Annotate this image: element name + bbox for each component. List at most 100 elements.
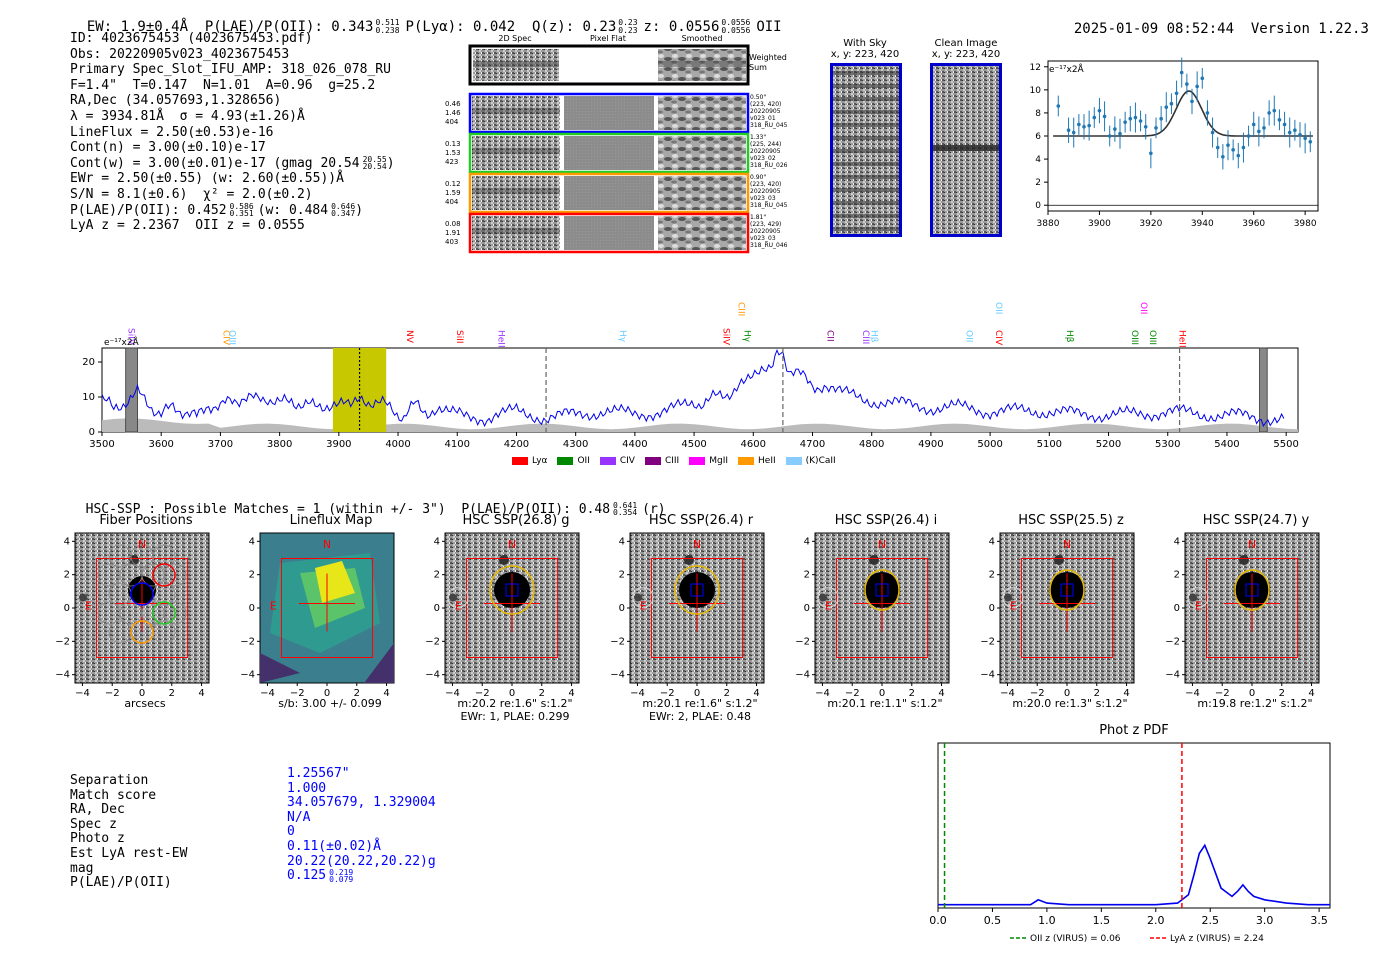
neighbor-aperture (447, 587, 469, 608)
hsc-xtick-label: 4 (383, 688, 389, 699)
hsc-panel-image: N E −4 −4 −2 −2 0 0 2 2 4 4 (425, 532, 580, 699)
spectral-line-label: OII (993, 302, 1003, 314)
hsc-xtick-label: −2 (1215, 688, 1230, 699)
match-value: 20.22(20.22,20.22)g (287, 854, 436, 870)
legend-swatch (512, 456, 528, 465)
aperture-box (650, 558, 744, 658)
q-lo: 0.23 (618, 26, 638, 35)
hsc-ytick-label: −2 (980, 636, 995, 647)
hsc-panel-image: N E −4 −4 −2 −2 0 0 2 2 4 4 (980, 532, 1135, 699)
sky-line-band (833, 97, 899, 101)
hsc-panel-title: HSC SSP(26.4) i (834, 513, 938, 528)
match-value: 34.057679, 1.329004 (287, 795, 436, 811)
lineflux-low (364, 643, 394, 683)
fit-data-point (1097, 108, 1102, 113)
spectral-line-label: SiII (454, 330, 464, 344)
hsc-xtick-label: −2 (660, 688, 675, 699)
fit-model-curve (1053, 90, 1313, 137)
hsc-ytick-label: −4 (240, 670, 255, 681)
match-plae-range: 0.219 0.079 (329, 869, 353, 884)
source-aperture-ellipse (489, 565, 535, 615)
cutout-emission-trace (472, 148, 560, 154)
z-hi: 0.0556 (721, 18, 751, 27)
photz-xtick-label: 2.5 (1201, 914, 1219, 927)
match-value: 0.125 0.219 0.079 (287, 868, 436, 884)
neighbor-aperture (817, 587, 839, 608)
fit-data-point (1190, 99, 1194, 104)
source-marker (1245, 583, 1259, 597)
north-label: N (1248, 538, 1256, 551)
fit-data-point (1195, 84, 1199, 89)
info-lyaz: LyA z = 2.2367 OII z = 0.0555 (70, 218, 305, 234)
spectral-line-label: OII (963, 330, 973, 342)
fit-data-point (1056, 104, 1061, 108)
spectrum-xtick-label: 4900 (918, 439, 943, 450)
match-value-text: 0.11(±0.02)Å (287, 838, 381, 854)
info-plae: P(LAE)/P(OII): 0.452 0.586 0.351 (w: 0.484 0… (70, 201, 364, 218)
cutout-row-meta-line: 0.50" (750, 94, 767, 101)
sky-line-band (833, 227, 899, 231)
match-label: Match score (70, 787, 157, 803)
spectrum-xtick-label: 4400 (622, 439, 647, 450)
with-sky-title: With Sky x, y: 223, 420 (830, 38, 900, 60)
fit-xtick-label: 3960 (1242, 219, 1265, 229)
fit-data-point (1123, 120, 1127, 124)
cutout-2dspec (472, 96, 560, 130)
hsc-xtick-label: −4 (445, 688, 460, 699)
cutout-smoothed (658, 136, 746, 170)
fit-data-point (1272, 108, 1277, 113)
fit-data-point (1087, 123, 1091, 128)
spectral-line-label: Hβ (1064, 330, 1074, 343)
spectrum-legend-item: OII (557, 456, 590, 466)
spectrum-xtick-label: 5200 (1096, 439, 1121, 450)
fiber-circle (163, 563, 187, 587)
spectrum-xtick-label: 3700 (208, 439, 233, 450)
hsc-xtick-label: 0 (139, 688, 145, 699)
neighbor-source (1004, 593, 1012, 602)
match-value-text: 0 (287, 824, 295, 840)
north-label: N (323, 538, 331, 551)
match-value-text: 34.057679, 1.329004 (287, 795, 436, 811)
hsc-panel-title: HSC SSP(24.7) y (1202, 513, 1310, 528)
cutout-row-stat: 1.46 (445, 109, 461, 117)
with-sky-image (830, 63, 902, 237)
fit-xtick-label: 3880 (1037, 219, 1060, 229)
neighbor-aperture (1187, 587, 1209, 608)
cutout-row-meta-line: (223, 429) (750, 221, 782, 228)
cutout-pixelflat (564, 176, 654, 210)
col-title-2dspec: 2D Spec (498, 34, 532, 43)
sky-line-band (833, 162, 899, 166)
hsc-xtick-label: 0 (509, 688, 515, 699)
photz-chart: 0.0 0.5 1.0 1.5 2.0 2.5 3.0 3.5 OII z (VIRUS) = … (929, 742, 1331, 944)
hsc-ytick-label: 4 (989, 536, 995, 547)
neighbor-source (1239, 555, 1249, 565)
fit-data-point (1179, 70, 1184, 75)
spectrum-xtick-label: 3900 (326, 439, 351, 450)
fit-ytick-label: 2 (1035, 178, 1041, 188)
cutout-row-meta-line: v023_02 (750, 155, 776, 162)
hsc-xtick-label: 0 (879, 688, 885, 699)
cutout-row-meta-line: 318_RU_045 (750, 122, 788, 129)
spectrum-xtick-label: 4700 (800, 439, 825, 450)
fit-data-point (1298, 133, 1302, 137)
line-fit-chart: e⁻¹⁷x2Å 3880 3900 3920 3940 3960 3980 0 2 4 6 8 10 1… (1030, 57, 1319, 229)
photz-xtick-label: 0.0 (929, 914, 947, 927)
hsc-xtick-label: 2 (1279, 688, 1285, 699)
source-aperture-ellipse (1234, 569, 1270, 611)
fit-data-point (1128, 116, 1133, 121)
info-obs: Obs: 20220905v023_4023675453 (70, 46, 290, 62)
hsc-panel-title: HSC SSP(25.5) z (1018, 513, 1124, 528)
spectrum-xtick-label: 4300 (563, 439, 588, 450)
match-labels: Separation Match score RA, Dec Spec z Photo … (70, 773, 187, 891)
cutout-row-stat: 0.13 (445, 140, 461, 148)
spectrum-xtick-label: 5300 (1155, 439, 1180, 450)
masked-region (125, 347, 138, 433)
hsc-ytick-label: −4 (795, 670, 810, 681)
fit-data-point (1174, 91, 1179, 96)
spectral-line-label: CIII (860, 330, 870, 344)
hsc-ytick-label: −2 (1165, 636, 1180, 647)
spectral-line-label: NV (404, 330, 414, 344)
source-marker (690, 583, 704, 597)
match-value: 1.000 (287, 781, 436, 797)
hsc-xtick-label: 2 (1094, 688, 1100, 699)
